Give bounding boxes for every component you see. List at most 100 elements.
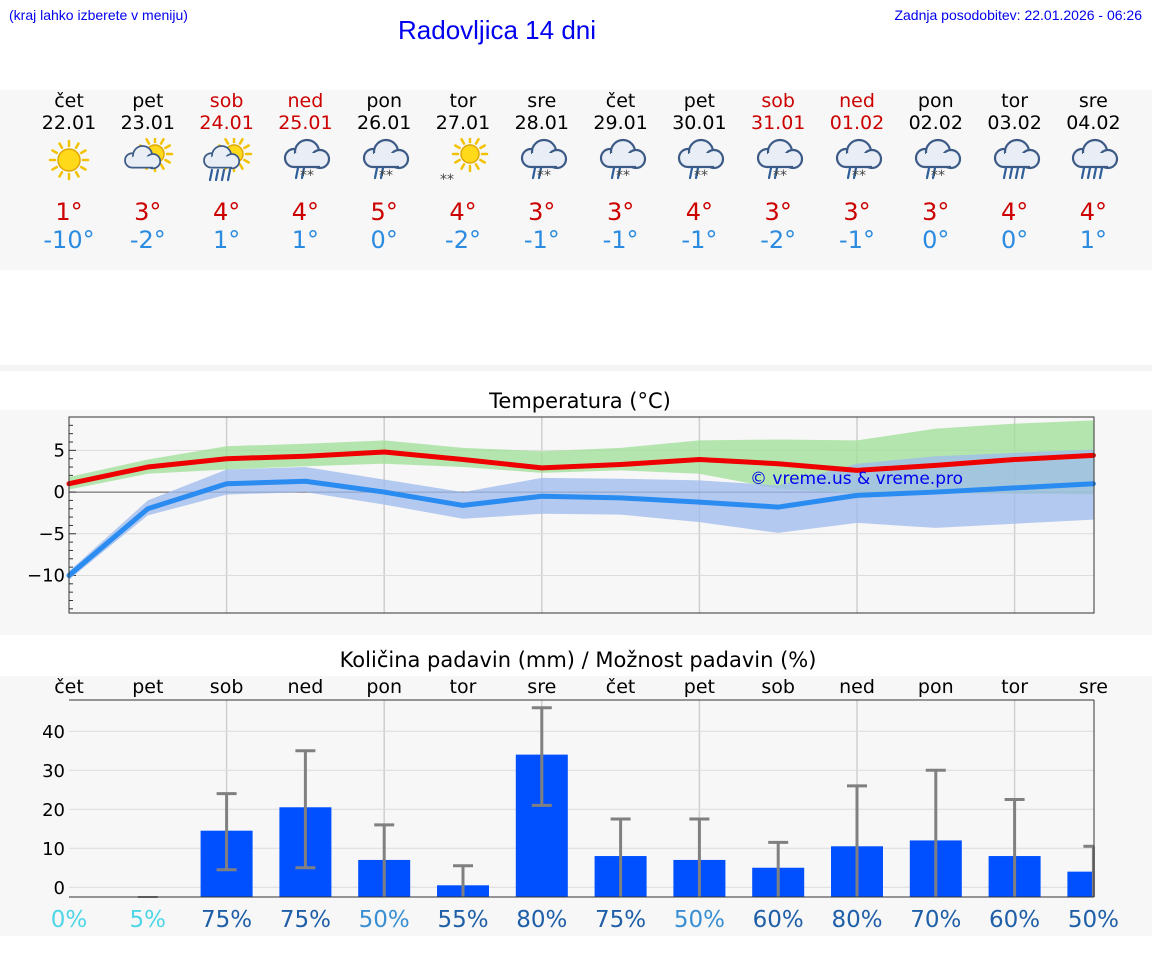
sun-cloud-rain-icon <box>202 138 252 182</box>
rain-drops <box>374 166 385 180</box>
day-name: čet <box>605 90 636 112</box>
y-tick-label: 0 <box>54 878 65 899</box>
day-name: sob <box>761 90 795 112</box>
day-date: 22.01 <box>41 112 97 134</box>
max-temperature: 3° <box>528 198 556 226</box>
min-temperature: -1° <box>681 226 718 254</box>
min-temperature: 1° <box>212 226 241 254</box>
rain-drops <box>768 166 779 180</box>
cloud-shape <box>123 145 161 170</box>
day-date: 26.01 <box>356 112 412 134</box>
day-name: pon <box>917 90 954 112</box>
precipitation-probability: 55% <box>437 907 488 933</box>
day-date: 27.01 <box>435 112 491 134</box>
min-temperature: 0° <box>370 226 398 254</box>
cloud-shape <box>678 138 725 170</box>
sun-cloud-icon <box>123 138 174 173</box>
max-temperature-line <box>66 449 1096 487</box>
day-name: ned <box>287 90 324 112</box>
precip-day-label: sob <box>761 676 795 698</box>
day-name: sre <box>527 90 557 112</box>
cloud-shape <box>363 138 410 170</box>
precipitation-bar <box>1067 871 1094 897</box>
day-date: 03.02 <box>987 112 1042 134</box>
rain-drops <box>1002 166 1025 180</box>
rain-drops <box>846 166 858 180</box>
max-temperature: 3° <box>134 198 162 226</box>
precipitation-probability: 75% <box>280 907 331 933</box>
precipitation-probability: 60% <box>753 907 804 933</box>
snow-flakes: ** <box>379 168 393 184</box>
max-temperature: 3° <box>843 198 871 226</box>
max-temperature: 4° <box>449 198 477 226</box>
cloud-shape <box>599 138 646 170</box>
y-tick-label: 10 <box>42 839 65 860</box>
min-temperature: 0° <box>922 226 950 254</box>
max-temperature: 4° <box>212 198 241 226</box>
day-date: 28.01 <box>514 112 569 134</box>
day-date: 24.01 <box>199 112 254 134</box>
section-divider <box>0 365 1152 371</box>
day-name: pet <box>683 90 715 112</box>
rain-drops <box>689 166 700 180</box>
cloud-shape <box>993 138 1040 170</box>
temperature-chart-title: Temperatura (°C) <box>488 389 671 413</box>
precip-day-label: ned <box>288 676 324 698</box>
cloud-sleet-icon: ** <box>678 138 725 184</box>
precip-day-label: pet <box>684 676 715 698</box>
y-tick-label: −5 <box>38 524 65 545</box>
precipitation-probability: 50% <box>674 907 725 933</box>
precip-day-label: ned <box>839 676 875 698</box>
cloud-shape <box>520 138 567 170</box>
rain-drops <box>610 166 621 180</box>
precip-day-label: sre <box>1079 676 1108 698</box>
cloud-shape <box>1072 138 1119 170</box>
y-tick-label: 30 <box>42 761 65 782</box>
cloud-shape <box>284 138 331 170</box>
day-date: 25.01 <box>278 112 333 134</box>
precipitation-probability: 75% <box>201 907 252 933</box>
day-name: ned <box>839 90 875 112</box>
sun-snow-icon: ** <box>440 138 489 188</box>
cloud-rain-icon <box>1072 138 1119 180</box>
min-temperature: 1° <box>291 226 320 254</box>
day-name: pon <box>366 90 403 112</box>
max-temperature: 4° <box>1000 198 1029 226</box>
min-temperature: 1° <box>1079 226 1108 254</box>
min-temperature-line <box>66 478 1096 578</box>
snow-flakes: ** <box>440 172 454 188</box>
precip-day-label: tor <box>1001 676 1028 698</box>
cloud-shape <box>835 138 883 170</box>
sun-icon <box>48 139 90 181</box>
max-temperature: 4° <box>291 198 320 226</box>
page-title: Radovljica 14 dni <box>398 15 597 45</box>
precip-day-label: pon <box>918 676 954 698</box>
day-date: 01.02 <box>829 112 885 134</box>
sun-shape <box>451 138 489 173</box>
snow-flakes: ** <box>537 168 551 184</box>
cloud-sleet-icon: ** <box>520 138 567 184</box>
snow-flakes: ** <box>931 168 945 184</box>
precip-day-label: sre <box>527 676 556 698</box>
max-temperature: 4° <box>1079 198 1108 226</box>
snow-flakes: ** <box>300 168 314 184</box>
precipitation-probability: 80% <box>516 907 567 933</box>
rain-drops <box>531 166 542 180</box>
precip-day-label: čet <box>606 676 636 698</box>
day-name: sob <box>209 90 244 112</box>
max-temperature: 3° <box>764 198 792 226</box>
daily-forecast-strip: čet 22.01 1° -10° pet 23.01 3° -2° sob 24.01 4° 1° n… <box>0 90 1152 270</box>
cloud-shape <box>757 138 804 170</box>
cloud-rain-icon <box>993 138 1040 180</box>
precip-day-label: čet <box>54 676 84 698</box>
day-date: 23.01 <box>120 112 175 134</box>
cloud-shape <box>202 145 240 170</box>
snow-flakes: ** <box>852 168 866 184</box>
day-date: 31.01 <box>750 112 806 134</box>
precipitation-probability: 80% <box>831 907 882 933</box>
day-date: 29.01 <box>593 112 648 134</box>
day-date: 30.01 <box>672 112 727 134</box>
precip-day-label: tor <box>450 676 477 698</box>
rain-drops <box>925 166 936 180</box>
cloud-shape <box>914 138 961 170</box>
